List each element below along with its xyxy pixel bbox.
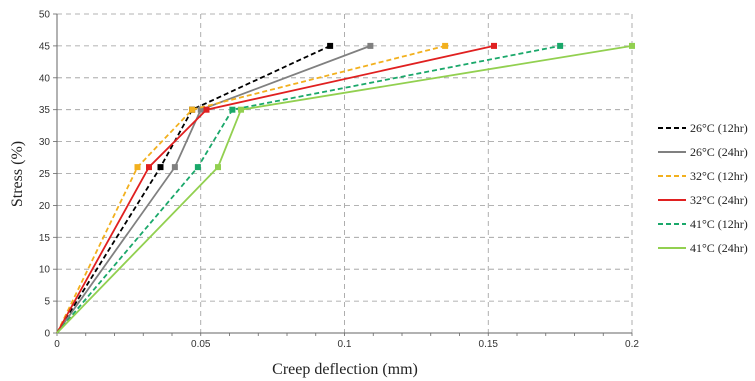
data-point — [367, 42, 374, 49]
legend-label: 26°C (24hr) — [690, 145, 748, 159]
y-tick-label: 40 — [39, 73, 51, 84]
y-axis-title: Stress (%) — [9, 141, 26, 207]
data-point — [229, 106, 236, 113]
series-6 — [56, 42, 635, 334]
x-tick-label: 0.1 — [338, 339, 352, 350]
y-tick-label: 15 — [39, 233, 51, 244]
x-axis-ticks: 0 0.05 0.1 0.15 0.2 — [54, 333, 639, 350]
series-2 — [56, 42, 374, 334]
series-line — [56, 45, 561, 334]
series-line — [56, 45, 371, 334]
y-tick-label: 5 — [44, 297, 50, 308]
x-tick-label: 0.2 — [625, 339, 639, 350]
y-axis-ticks: 0 5 10 15 20 25 30 35 40 45 50 — [39, 10, 57, 340]
y-tick-label: 45 — [39, 41, 51, 52]
y-tick-label: 10 — [39, 265, 51, 276]
legend-label: 32°C (12hr) — [690, 169, 748, 183]
data-point — [491, 42, 497, 49]
data-point — [171, 164, 178, 171]
data-point — [197, 106, 204, 113]
y-tick-label: 20 — [39, 201, 51, 212]
series-line — [56, 45, 446, 334]
series-line — [56, 45, 495, 334]
series-5 — [56, 42, 564, 334]
x-tick-label: 0.15 — [479, 339, 499, 350]
y-tick-label: 30 — [39, 137, 51, 148]
x-axis-title: Creep deflection (mm) — [272, 361, 418, 378]
x-tick-label: 0 — [54, 339, 60, 350]
y-tick-label: 25 — [39, 169, 51, 180]
series-line — [56, 45, 633, 334]
data-point — [629, 42, 635, 49]
x-tick-label: 0.05 — [191, 339, 211, 350]
data-point — [157, 164, 164, 171]
data-point — [327, 42, 334, 49]
data-point — [215, 164, 221, 171]
data-point — [189, 106, 196, 113]
data-point — [134, 164, 141, 171]
y-tick-label: 50 — [39, 10, 51, 21]
y-tick-label: 0 — [44, 329, 50, 340]
legend: 26°C (12hr) 26°C (24hr) 32°C (12hr) 32°C (2… — [658, 121, 748, 255]
data-point — [194, 164, 201, 171]
legend-label: 26°C (12hr) — [690, 121, 748, 135]
legend-label: 41°C (12hr) — [690, 217, 748, 231]
data-point — [146, 164, 152, 171]
series-layer — [56, 42, 635, 334]
legend-label: 41°C (24hr) — [690, 241, 748, 255]
legend-label: 32°C (24hr) — [690, 193, 748, 207]
data-point — [238, 106, 244, 113]
data-point — [203, 106, 210, 113]
series-4 — [56, 42, 497, 334]
data-point — [442, 42, 449, 49]
series-3 — [56, 42, 449, 334]
grid — [57, 13, 633, 333]
series-line — [56, 45, 331, 334]
y-tick-label: 35 — [39, 105, 51, 116]
data-point — [557, 42, 564, 49]
